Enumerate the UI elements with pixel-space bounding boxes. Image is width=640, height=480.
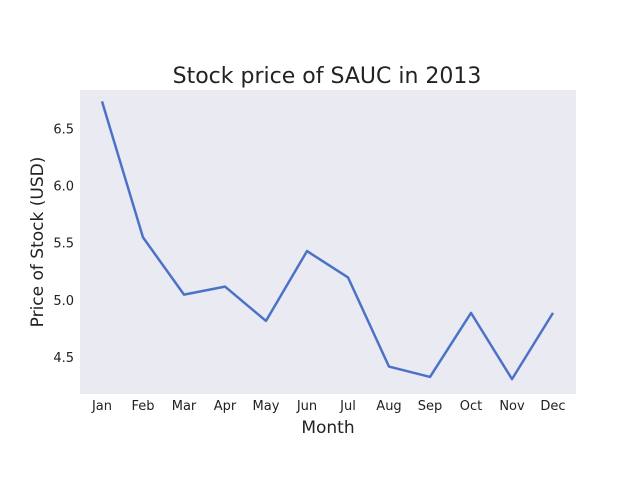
x-tick-label: Dec — [540, 399, 565, 414]
y-axis-label: Price of Stock (USD) — [28, 157, 48, 328]
x-tick-label: Jul — [339, 399, 356, 414]
x-tick-label: Mar — [172, 399, 197, 414]
x-tick-label: Feb — [131, 399, 154, 414]
x-tick-label: Jan — [91, 399, 112, 414]
x-axis-label: Month — [301, 418, 354, 438]
y-tick-label: 4.5 — [53, 351, 74, 366]
x-tick-label: Nov — [499, 399, 525, 414]
y-axis-ticks: 4.5 5.0 5.5 6.0 6.5 — [53, 122, 74, 366]
chart-title: Stock price of SAUC in 2013 — [173, 64, 482, 89]
x-tick-label: Oct — [460, 399, 482, 414]
y-tick-label: 6.5 — [53, 122, 74, 137]
x-tick-label: Aug — [376, 399, 401, 414]
x-tick-label: May — [253, 399, 280, 414]
y-tick-label: 5.0 — [53, 294, 74, 309]
y-tick-label: 6.0 — [53, 180, 74, 195]
x-axis-ticks: Jan Feb Mar Apr May Jun Jul Aug Sep Oct Nov Dec — [91, 399, 566, 414]
plot-area — [80, 90, 576, 394]
series-line — [100, 101, 555, 381]
y-tick-label: 5.5 — [53, 237, 74, 252]
x-tick-label: Jun — [296, 399, 317, 414]
x-tick-label: Sep — [418, 399, 443, 414]
x-tick-label: Apr — [214, 399, 237, 414]
